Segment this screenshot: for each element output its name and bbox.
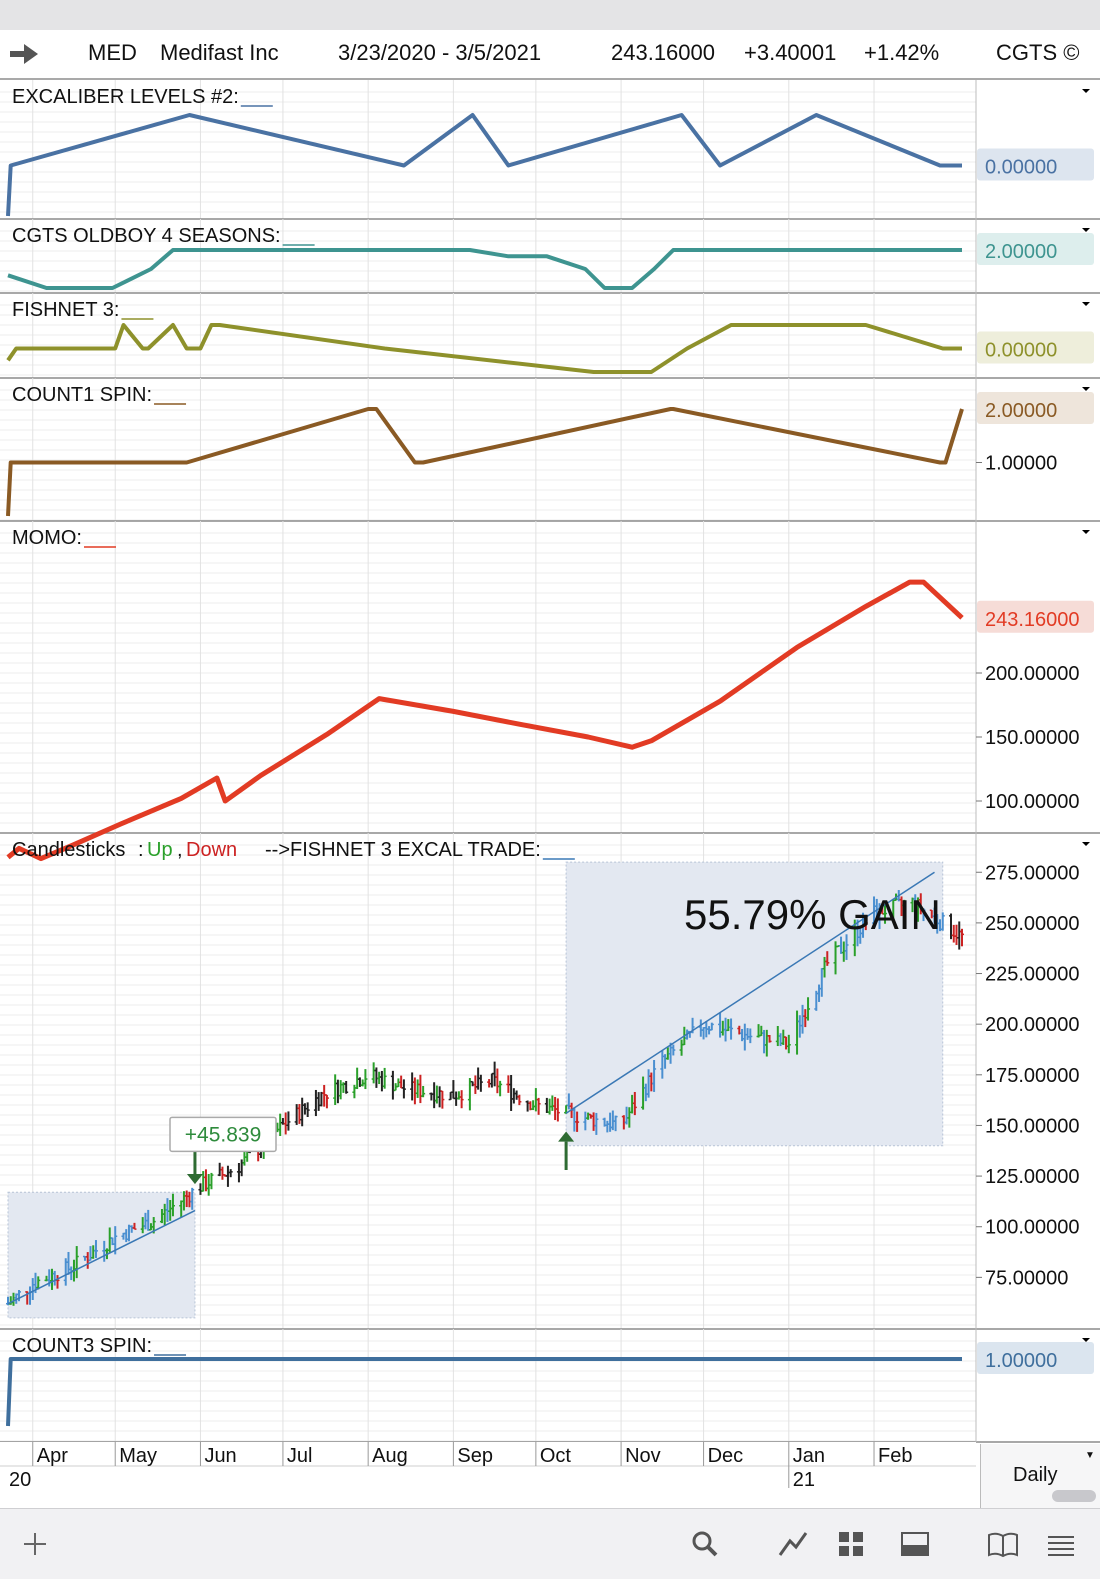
legend-candles: Candlesticks [12, 839, 125, 861]
trade-2-trend-line [565, 871, 935, 1114]
value-box-momo [977, 600, 1094, 633]
x-axis-month-label: Jul [287, 1445, 313, 1467]
x-axis-year-label: 20 [9, 1469, 31, 1491]
panel-label-count3: COUNT3 SPIN: [12, 1335, 152, 1357]
legend-comma: , [177, 839, 183, 861]
x-axis-month-label: Oct [540, 1445, 572, 1467]
panel-menu-icon[interactable] [1082, 530, 1090, 534]
price-change: +3.40001 [744, 40, 837, 65]
search-icon[interactable] [688, 1527, 722, 1561]
legend-down: Down [186, 839, 237, 861]
trade-1-value-box [169, 1116, 277, 1153]
panel-menu-icon[interactable] [1082, 302, 1090, 306]
x-axis-month-label: Feb [878, 1445, 912, 1467]
panel-menu-icon[interactable] [1082, 1338, 1090, 1342]
oldboy-series-line [7, 248, 962, 290]
buy-arrow-head [558, 1131, 575, 1142]
grid-icon[interactable] [834, 1527, 868, 1561]
value-label-count1: 2.00000 [985, 400, 1057, 422]
axis-tick-label: 100.00000 [985, 1217, 1080, 1239]
count3-series-line [6, 1357, 962, 1427]
panel-label-count1: COUNT1 SPIN: [12, 384, 152, 406]
axis-tick-label: 150.00000 [985, 1115, 1080, 1137]
value-label-momo: 243.16000 [985, 609, 1080, 631]
value-box-fishnet [977, 331, 1094, 364]
momo-series-line [6, 579, 964, 862]
axis-tick-label: 250.00000 [985, 913, 1080, 935]
axis-tick-label: 275.00000 [985, 862, 1080, 884]
draw-icon[interactable] [776, 1527, 810, 1561]
panel-menu-icon[interactable] [1082, 89, 1090, 93]
horizontal-scrollbar[interactable] [1052, 1490, 1096, 1502]
panel-menu-icon[interactable] [1082, 842, 1090, 846]
value-label-oldboy: 2.00000 [985, 241, 1057, 263]
window-top-bar [0, 0, 1100, 31]
panel-label-fishnet: FISHNET 3: [12, 299, 119, 321]
x-axis-month-label: Apr [37, 1445, 68, 1467]
trade-1-trend-line [7, 1209, 196, 1305]
x-axis-month-label: Dec [708, 1445, 744, 1467]
book-icon[interactable] [986, 1527, 1020, 1561]
panel-menu-icon[interactable] [1082, 228, 1090, 232]
value-label-count3: 1.00000 [985, 1350, 1057, 1372]
fishnet-series-line [6, 323, 962, 374]
axis-tick-label: 225.00000 [985, 964, 1080, 986]
interval-selector[interactable]: Daily ▼ [980, 1444, 1100, 1508]
date-range: 3/23/2020 - 3/5/2021 [338, 40, 542, 65]
value-box-oldboy [977, 233, 1094, 265]
value-label-excaliber: 0.00000 [985, 157, 1057, 179]
axis-tick-label: 175.00000 [985, 1065, 1080, 1087]
x-axis-background [0, 1442, 976, 1508]
sell-arrow-head [186, 1174, 203, 1185]
data-source: CGTS © [996, 40, 1080, 65]
x-axis-month-label: Sep [457, 1445, 493, 1467]
axis-tick-label: 125.00000 [985, 1166, 1080, 1188]
x-axis-month-label: Aug [372, 1445, 408, 1467]
chart-header: MED Medifast Inc 3/23/2020 - 3/5/2021 24… [0, 30, 1100, 80]
price-change-percent: +1.42% [864, 40, 940, 65]
axis-tick-label: 75.00000 [985, 1267, 1068, 1289]
value-box-count1 [977, 392, 1094, 424]
x-axis-month-label: Nov [625, 1445, 661, 1467]
excaliber-series-line [6, 113, 962, 217]
trade-1-value: +45.839 [185, 1123, 262, 1146]
count1-series-line [6, 407, 964, 517]
panel-menu-icon[interactable] [1082, 387, 1090, 391]
gain-annotation: 55.79% GAIN [684, 891, 941, 938]
arrow-right-icon[interactable] [10, 42, 40, 66]
axis-tick-label: 1.00000 [985, 453, 1057, 475]
symbol[interactable]: MED [88, 40, 137, 65]
panel-label-momo: MOMO: [12, 527, 82, 549]
value-box-excaliber [977, 148, 1094, 181]
legend-colon: : [138, 839, 144, 861]
last-price: 243.16000 [611, 40, 715, 65]
interval-caret-icon: ▼ [1085, 1450, 1095, 1461]
value-box-count3 [977, 1342, 1094, 1374]
company-name: Medifast Inc [160, 40, 279, 65]
x-axis-month-label: Jan [793, 1445, 825, 1467]
x-axis-month-label: May [119, 1445, 157, 1467]
legend-up: Up [147, 839, 173, 861]
axis-tick-label: 150.00000 [985, 727, 1080, 749]
legend-trade-label: -->FISHNET 3 EXCAL TRADE: [265, 839, 541, 861]
x-axis-year-label: 21 [793, 1469, 815, 1491]
axis-tick-label: 200.00000 [985, 663, 1080, 685]
value-label-fishnet: 0.00000 [985, 340, 1057, 362]
x-axis-month-label: Jun [204, 1445, 236, 1467]
bottom-toolbar [0, 1508, 1100, 1579]
interval-label: Daily [1013, 1464, 1058, 1486]
menu-icon[interactable] [1044, 1527, 1078, 1561]
axis-tick-label: 100.00000 [985, 791, 1080, 813]
panel-icon[interactable] [898, 1527, 932, 1561]
panel-label-excaliber: EXCALIBER LEVELS #2: [12, 86, 239, 108]
panel-label-oldboy: CGTS OLDBOY 4 SEASONS: [12, 225, 281, 247]
add-icon[interactable] [18, 1527, 52, 1561]
axis-tick-label: 200.00000 [985, 1014, 1080, 1036]
chart-area[interactable]: EXCALIBER LEVELS #2: CGTS OLDBOY 4 SEASON… [0, 80, 1100, 1508]
